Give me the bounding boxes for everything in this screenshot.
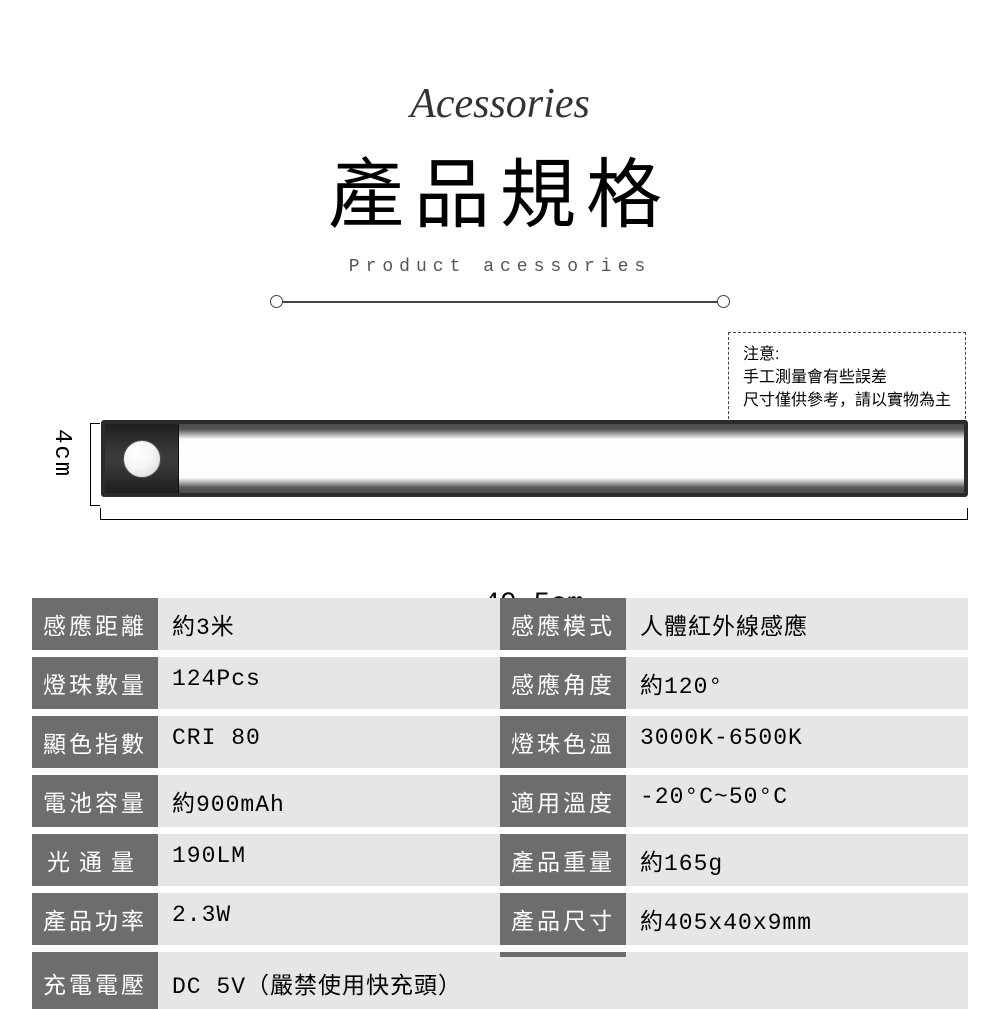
brand-strip bbox=[184, 426, 189, 491]
spec-label: 產品重量 bbox=[500, 834, 626, 886]
spec-label: 適用溫度 bbox=[500, 775, 626, 827]
spec-value-charging: DC 5V（嚴禁使用快充頭） bbox=[158, 957, 968, 1009]
main-title: 產品規格 bbox=[0, 133, 1000, 243]
spec-label: 感應距離 bbox=[32, 598, 158, 650]
height-label: 4cm bbox=[48, 429, 75, 478]
sensor-icon bbox=[123, 440, 161, 478]
spec-label: 感應角度 bbox=[500, 657, 626, 709]
spec-label: 產品尺寸 bbox=[500, 893, 626, 945]
product-bar bbox=[101, 420, 968, 497]
spec-value: 約165g bbox=[626, 834, 968, 886]
spec-label: 感應模式 bbox=[500, 598, 626, 650]
header: Acessories 產品規格 Product acessories bbox=[0, 0, 1000, 309]
divider-line bbox=[270, 295, 730, 309]
divider-circle-right bbox=[717, 295, 730, 308]
spec-value: 3000K-6500K bbox=[626, 716, 968, 768]
spec-value: 190LM bbox=[158, 834, 500, 886]
spec-value: -20°C~50°C bbox=[626, 775, 968, 827]
spec-label: 燈珠色溫 bbox=[500, 716, 626, 768]
spec-label: 產品功率 bbox=[32, 893, 158, 945]
spec-label: 顯色指數 bbox=[32, 716, 158, 768]
sensor-cap bbox=[105, 424, 179, 493]
spec-value: 124Pcs bbox=[158, 657, 500, 709]
spec-label-charging: 充電電壓 bbox=[32, 957, 158, 1009]
sub-title: Product acessories bbox=[0, 257, 1000, 277]
width-bracket bbox=[100, 508, 968, 520]
spec-value: CRI 80 bbox=[158, 716, 500, 768]
notice-line2: 手工測量會有些誤差 bbox=[743, 366, 951, 389]
height-bracket bbox=[90, 423, 100, 506]
divider-circle-left bbox=[270, 295, 283, 308]
spec-row-bottom: 充電電壓 DC 5V（嚴禁使用快充頭） bbox=[32, 957, 968, 1009]
spec-label: 電池容量 bbox=[32, 775, 158, 827]
spec-label: 燈珠數量 bbox=[32, 657, 158, 709]
spec-table: 感應距離約3米感應模式人體紅外線感應燈珠數量124Pcs感應角度約120° 顯色指… bbox=[32, 598, 968, 1004]
notice-line3: 尺寸僅供參考，請以實物為主 bbox=[743, 389, 951, 412]
spec-label: 光通量 bbox=[32, 834, 158, 886]
notice-box: 注意: 手工測量會有些誤差 尺寸僅供參考，請以實物為主 bbox=[728, 332, 966, 424]
product-figure: 4cm 40.5cm bbox=[32, 420, 968, 620]
spec-value: 約900mAh bbox=[158, 775, 500, 827]
spec-value: 約3米 bbox=[158, 598, 500, 650]
spec-value: 人體紅外線感應 bbox=[626, 598, 968, 650]
notice-line1: 注意: bbox=[743, 343, 951, 366]
spec-value: 約120° bbox=[626, 657, 968, 709]
spec-value: 2.3W bbox=[158, 893, 500, 945]
spec-value: 約405x40x9mm bbox=[626, 893, 968, 945]
script-title: Acessories bbox=[0, 80, 1000, 128]
